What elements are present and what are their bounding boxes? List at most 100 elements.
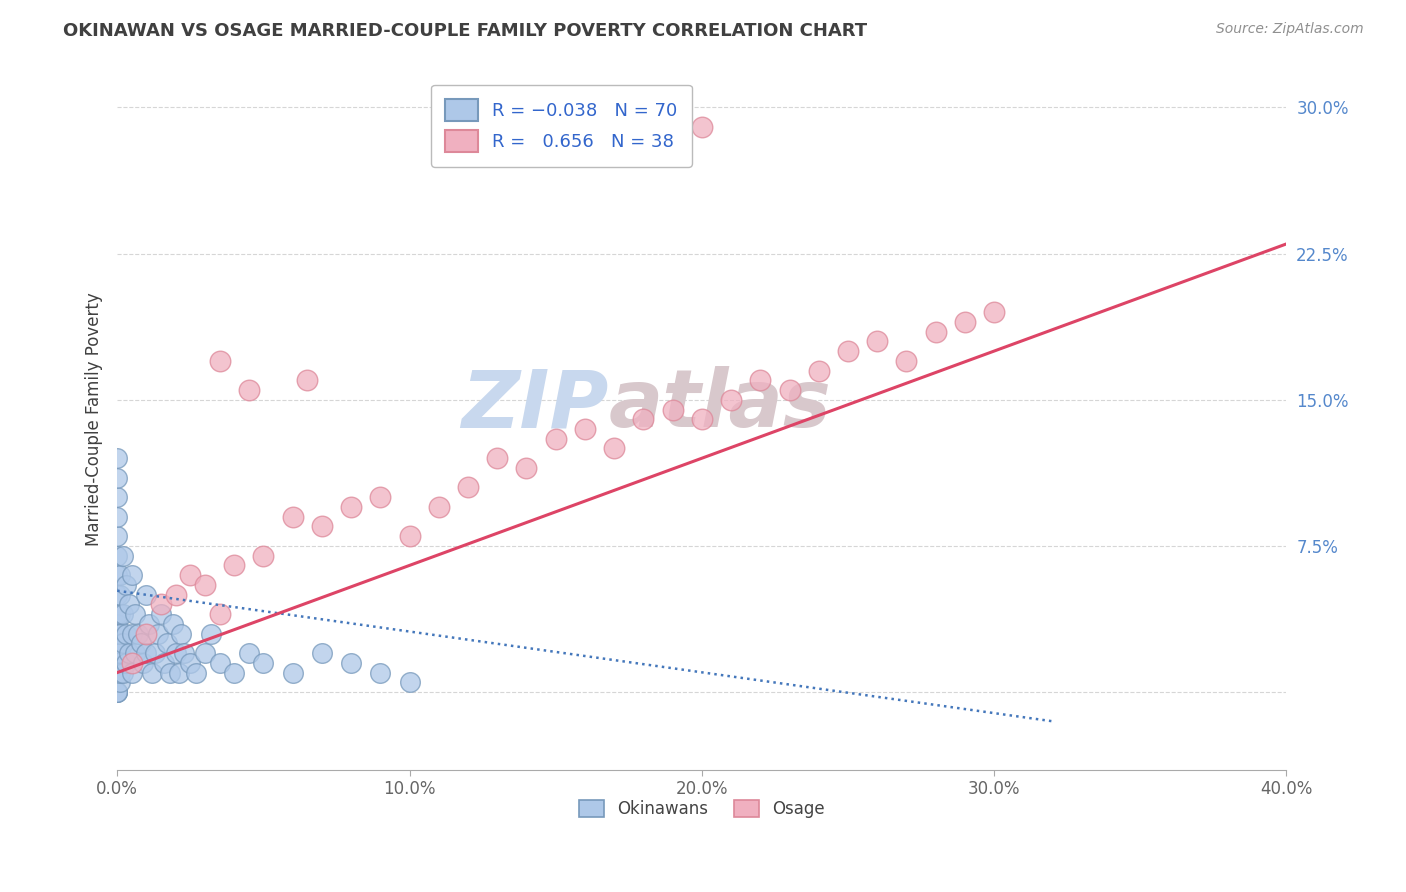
Point [135, 588, 157, 602]
Point [866, 334, 889, 349]
Point [368, 665, 391, 680]
Point [311, 519, 333, 533]
Point [105, 607, 128, 621]
Point [311, 646, 333, 660]
Point [118, 646, 141, 660]
Point [105, 636, 128, 650]
Point [105, 656, 128, 670]
Point [427, 500, 450, 514]
Point [105, 685, 128, 699]
Point [173, 646, 195, 660]
Point [194, 578, 217, 592]
Point [112, 636, 135, 650]
Point [124, 607, 146, 621]
Point [224, 665, 246, 680]
Point [108, 675, 131, 690]
Point [184, 665, 207, 680]
Point [150, 598, 173, 612]
Point [208, 607, 231, 621]
Point [105, 665, 128, 680]
Point [896, 353, 918, 368]
Point [953, 315, 976, 329]
Point [108, 607, 131, 621]
Point [720, 392, 742, 407]
Point [983, 305, 1005, 319]
Point [924, 325, 946, 339]
Point [108, 646, 131, 660]
Text: ZIP: ZIP [461, 367, 609, 444]
Point [749, 373, 772, 387]
Text: Source: ZipAtlas.com: Source: ZipAtlas.com [1216, 22, 1364, 37]
Point [105, 568, 128, 582]
Point [159, 665, 181, 680]
Point [105, 509, 128, 524]
Point [143, 646, 166, 660]
Point [153, 656, 176, 670]
Point [121, 665, 143, 680]
Point [340, 500, 363, 514]
Point [544, 432, 567, 446]
Point [108, 665, 131, 680]
Point [105, 490, 128, 504]
Point [200, 626, 222, 640]
Point [121, 568, 143, 582]
Point [135, 626, 157, 640]
Point [398, 675, 420, 690]
Point [146, 626, 169, 640]
Point [105, 646, 128, 660]
Point [633, 412, 655, 426]
Point [156, 636, 179, 650]
Point [295, 373, 318, 387]
Point [603, 442, 626, 456]
Point [112, 665, 135, 680]
Point [179, 656, 201, 670]
Point [127, 626, 149, 640]
Point [238, 646, 260, 660]
Point [661, 402, 683, 417]
Text: atlas: atlas [609, 367, 831, 444]
Point [105, 685, 128, 699]
Point [194, 646, 217, 660]
Point [779, 383, 801, 397]
Point [108, 626, 131, 640]
Point [135, 646, 157, 660]
Point [129, 636, 152, 650]
Point [368, 490, 391, 504]
Point [105, 451, 128, 466]
Point [252, 656, 274, 670]
Point [150, 607, 173, 621]
Point [115, 626, 138, 640]
Point [112, 549, 135, 563]
Point [165, 646, 187, 660]
Point [162, 616, 184, 631]
Point [138, 616, 160, 631]
Point [105, 549, 128, 563]
Point [224, 558, 246, 573]
Point [118, 598, 141, 612]
Point [281, 665, 304, 680]
Point [121, 656, 143, 670]
Point [837, 344, 859, 359]
Point [105, 471, 128, 485]
Point [690, 412, 713, 426]
Point [807, 363, 830, 377]
Point [121, 626, 143, 640]
Point [690, 120, 713, 134]
Point [398, 529, 420, 543]
Point [179, 568, 201, 582]
Point [574, 422, 596, 436]
Point [281, 509, 304, 524]
Point [486, 451, 509, 466]
Point [252, 549, 274, 563]
Point [167, 665, 190, 680]
Legend: Okinawans, Osage: Okinawans, Osage [572, 793, 831, 825]
Point [208, 353, 231, 368]
Point [457, 480, 479, 494]
Point [105, 616, 128, 631]
Point [208, 656, 231, 670]
Point [115, 578, 138, 592]
Point [238, 383, 260, 397]
Point [112, 607, 135, 621]
Point [141, 665, 163, 680]
Y-axis label: Married-Couple Family Poverty: Married-Couple Family Poverty [86, 293, 103, 546]
